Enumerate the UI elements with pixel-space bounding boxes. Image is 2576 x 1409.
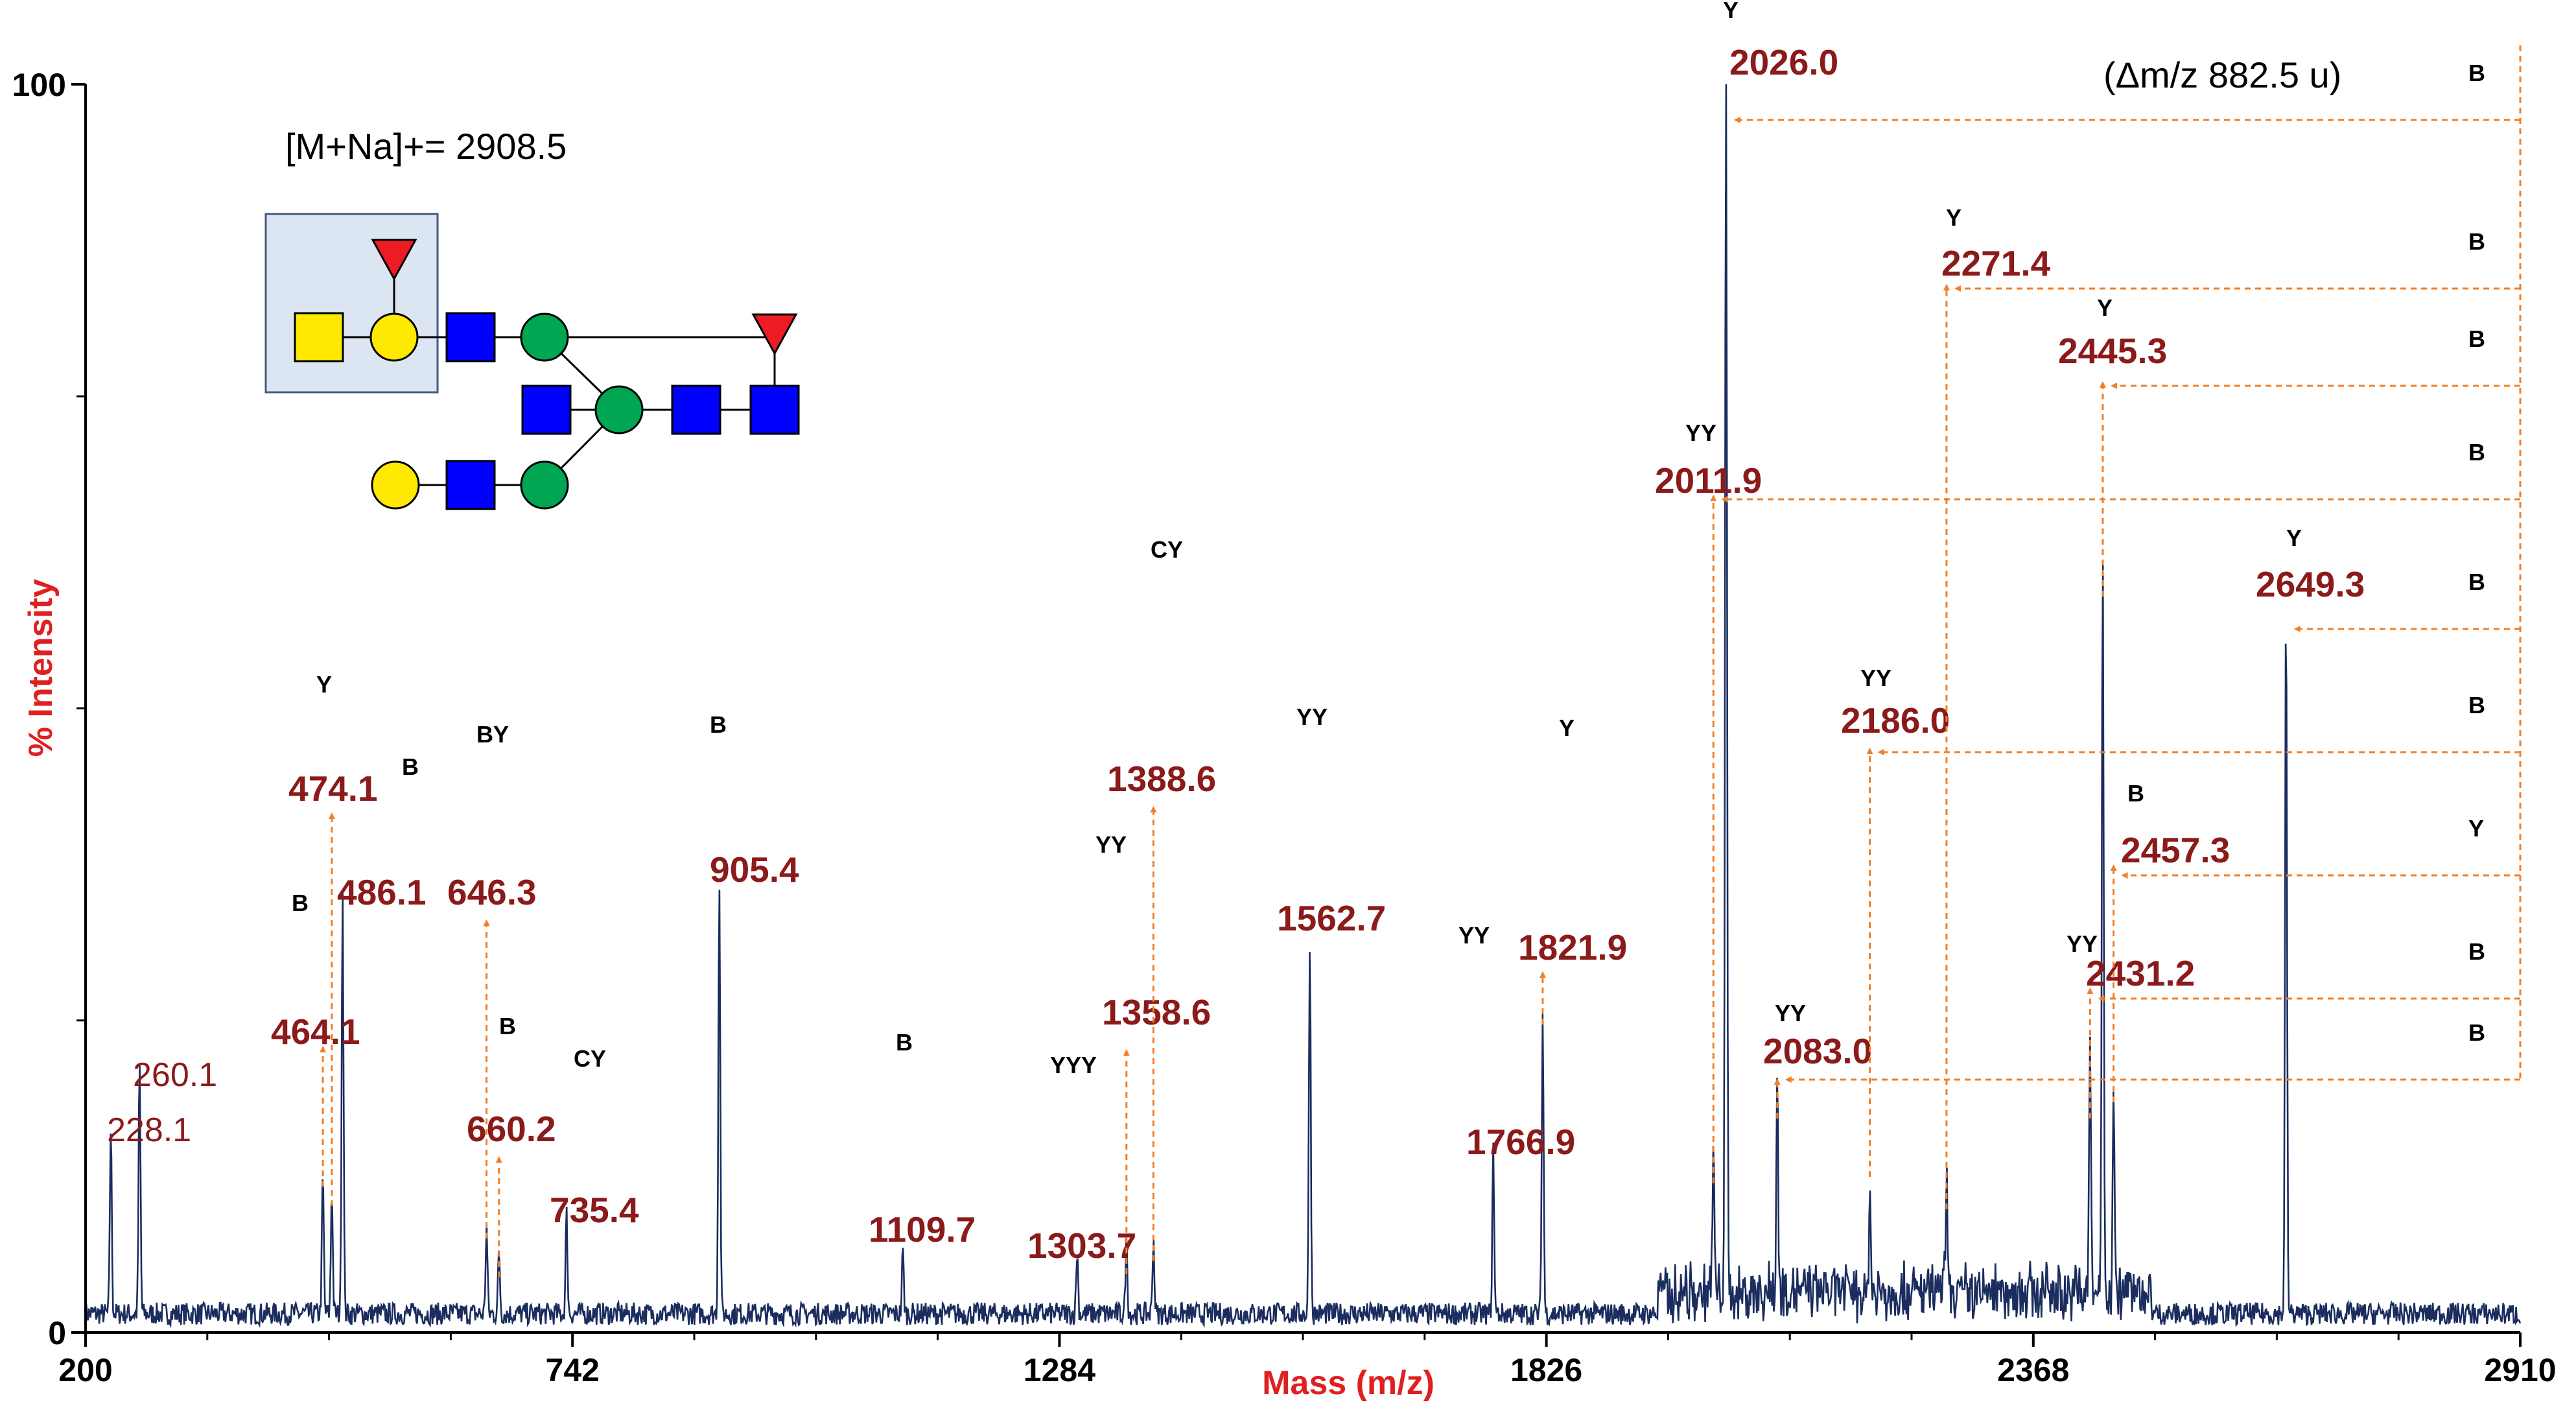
- x-tick-label: 2910: [2484, 1352, 2556, 1388]
- fragment-tag: YY: [2067, 930, 2098, 957]
- fragment-tag: YY: [1860, 665, 1891, 691]
- annotation-layer: 228.1260.1464.1B474.1Y486.1B646.3BY660.2…: [107, 0, 2522, 1277]
- peak-label: 1358.6: [1102, 992, 1211, 1032]
- loss-tag: Y: [2468, 815, 2484, 842]
- peak-label: 2186.0: [1841, 700, 1950, 740]
- peak-label: 464.1: [271, 1012, 360, 1052]
- fragment-tag: YYY: [1050, 1052, 1097, 1078]
- peak-label: 1562.7: [1277, 898, 1386, 938]
- loss-tag: B: [2468, 228, 2485, 255]
- y-tick-label: 0: [48, 1315, 66, 1351]
- fragment-tag: YY: [1685, 420, 1716, 446]
- peak-label: 1388.6: [1107, 759, 1216, 799]
- fragment-tag: Y: [1946, 204, 1961, 231]
- fragment-tag: B: [710, 711, 727, 738]
- x-tick-label: 200: [58, 1352, 112, 1388]
- peak-label: 2271.4: [1941, 243, 2051, 283]
- fragment-tag: B: [896, 1029, 913, 1056]
- fragment-tag: YY: [1296, 704, 1328, 730]
- x-axis-title: Mass (m/z): [1262, 1364, 1434, 1402]
- peak-label: 2457.3: [2121, 830, 2230, 870]
- y-tick-label: 100: [12, 67, 66, 103]
- peak-label: 474.1: [288, 768, 378, 809]
- precursor-label: [M+Na]+= 2908.5: [285, 126, 567, 167]
- peak-label: 1766.9: [1466, 1122, 1575, 1162]
- loss-tag: B: [2468, 692, 2485, 718]
- fragment-tag: CY: [574, 1045, 606, 1072]
- fragment-tag: B: [499, 1013, 516, 1039]
- peak-label: 2011.9: [1655, 460, 1762, 501]
- y-axis-title: % Intensity: [22, 579, 60, 757]
- axes-layer: 200 742 1284 1826 2368 2910 0 100 Mass (m/z) % In…: [12, 67, 2557, 1402]
- peak-label: 1303.7: [1027, 1225, 1136, 1266]
- peak-label: 2026.0: [1729, 42, 1838, 82]
- fragment-tag: B: [402, 753, 419, 780]
- peak-label: 2083.0: [1763, 1031, 1872, 1071]
- fragment-tag: Y: [1723, 0, 1739, 23]
- fragment-tag: Y: [2286, 525, 2302, 551]
- peak-label: 2649.3: [2256, 564, 2365, 604]
- loss-tag: B: [2468, 60, 2485, 86]
- fragment-tag: YY: [1095, 831, 1127, 858]
- fragment-tag: CY: [1151, 536, 1183, 563]
- loss-tag: B: [2468, 938, 2485, 965]
- peak-label: 2431.2: [2086, 953, 2195, 993]
- x-tick-label: 1826: [1510, 1352, 1582, 1388]
- x-tick-label: 2368: [1997, 1352, 2069, 1388]
- fragment-tag: Y: [1559, 715, 1575, 741]
- loss-tag: B: [2468, 569, 2485, 595]
- peak-label: 905.4: [710, 849, 799, 890]
- fragment-tag: BY: [476, 721, 509, 748]
- peak-label: 735.4: [550, 1190, 639, 1230]
- loss-tag: B: [2468, 1019, 2485, 1046]
- peak-label: 646.3: [447, 872, 537, 912]
- fragment-tag: B: [292, 890, 309, 916]
- spectrum-trace: [84, 84, 2522, 1329]
- peak-label: 660.2: [467, 1109, 556, 1149]
- peak-label: 486.1: [337, 872, 427, 912]
- peak-label: 1821.9: [1518, 927, 1627, 967]
- peak-label: 260.1: [133, 1056, 217, 1094]
- loss-tag: B: [2468, 439, 2485, 466]
- x-tick-label: 742: [545, 1352, 599, 1388]
- peak-label: 2445.3: [2058, 331, 2167, 371]
- fragment-tag: Y: [316, 671, 332, 698]
- precursor-glycan-structure: [264, 213, 800, 510]
- spectrum-layer: [84, 84, 2522, 1329]
- peak-label: 228.1: [107, 1111, 191, 1149]
- loss-tag: B: [2468, 326, 2485, 352]
- fragment-tag: YY: [1775, 1000, 1806, 1026]
- x-tick-label: 1284: [1024, 1352, 1095, 1388]
- peak-label: 1109.7: [869, 1209, 976, 1249]
- fragment-tag: B: [2127, 780, 2144, 807]
- fragment-tag: Y: [2097, 294, 2113, 321]
- delta-mz-label: (Δm/z 882.5 u): [2103, 54, 2341, 95]
- fragment-tag: YY: [1458, 922, 1490, 949]
